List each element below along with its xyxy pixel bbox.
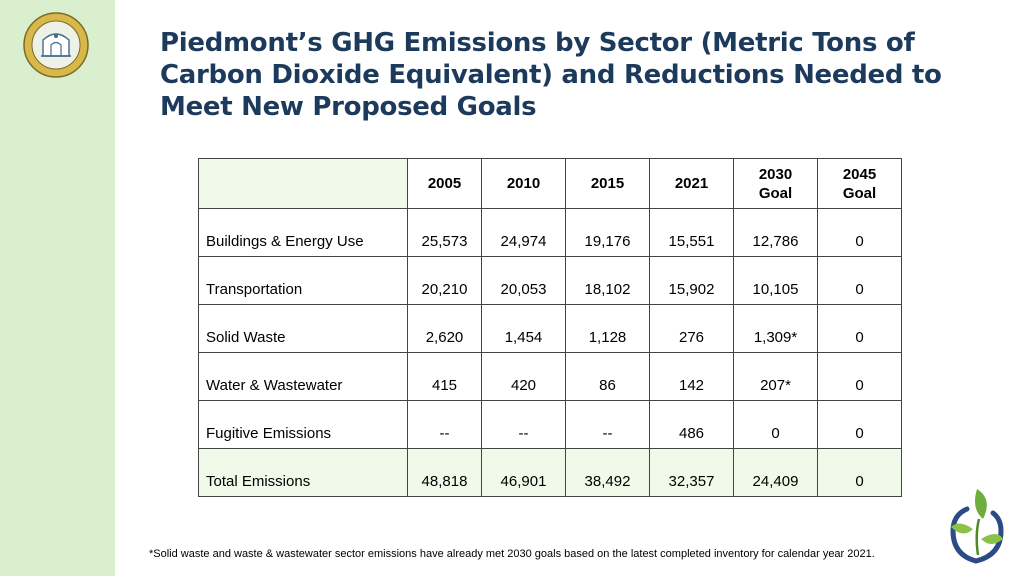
value-cell: --: [481, 400, 566, 449]
row-label-cell: Total Emissions: [198, 448, 408, 497]
header-cell: 2021: [649, 158, 734, 209]
table-row: Transportation 20,210 20,053 18,102 15,902 10…: [198, 256, 902, 305]
row-label-cell: Buildings & Energy Use: [198, 208, 408, 257]
value-cell: 15,551: [649, 208, 734, 257]
table-row: Fugitive Emissions -- -- -- 486 0 0: [198, 400, 902, 449]
header-cell: 2005: [407, 158, 482, 209]
emissions-table-container: 2005 2010 2015 2021 2030 Goal 2045 Goal Buildin…: [198, 158, 902, 497]
row-label-cell: Transportation: [198, 256, 408, 305]
value-cell: 24,409: [733, 448, 818, 497]
table-row: Water & Wastewater 415 420 86 142 207* 0: [198, 352, 902, 401]
value-cell: 20,053: [481, 256, 566, 305]
table-row: Solid Waste 2,620 1,454 1,128 276 1,309* 0: [198, 304, 902, 353]
value-cell: 0: [817, 352, 902, 401]
row-label-cell: Fugitive Emissions: [198, 400, 408, 449]
table-header-row: 2005 2010 2015 2021 2030 Goal 2045 Goal: [198, 158, 902, 209]
table-row: Total Emissions 48,818 46,901 38,492 32,357 2…: [198, 448, 902, 497]
table-row: Buildings & Energy Use 25,573 24,974 19,176…: [198, 208, 902, 257]
value-cell: 19,176: [565, 208, 650, 257]
value-cell: 32,357: [649, 448, 734, 497]
value-cell: 15,902: [649, 256, 734, 305]
table-body: Buildings & Energy Use 25,573 24,974 19,176…: [198, 208, 902, 497]
value-cell: 20,210: [407, 256, 482, 305]
value-cell: 10,105: [733, 256, 818, 305]
value-cell: --: [565, 400, 650, 449]
value-cell: 0: [817, 400, 902, 449]
value-cell: 142: [649, 352, 734, 401]
value-cell: 486: [649, 400, 734, 449]
value-cell: 0: [817, 448, 902, 497]
page-title: Piedmont’s GHG Emissions by Sector (Metr…: [160, 28, 942, 122]
value-cell: 38,492: [565, 448, 650, 497]
header-cell: 2045 Goal: [817, 158, 902, 209]
value-cell: 1,309*: [733, 304, 818, 353]
leaf-sprout-logo-icon: [950, 489, 1004, 564]
value-cell: 0: [817, 304, 902, 353]
city-seal-icon: [23, 12, 89, 78]
row-label-cell: Solid Waste: [198, 304, 408, 353]
value-cell: 24,974: [481, 208, 566, 257]
left-sidebar-band: [0, 0, 115, 576]
value-cell: 1,454: [481, 304, 566, 353]
value-cell: 18,102: [565, 256, 650, 305]
value-cell: 86: [565, 352, 650, 401]
value-cell: 276: [649, 304, 734, 353]
row-label-cell: Water & Wastewater: [198, 352, 408, 401]
value-cell: --: [407, 400, 482, 449]
value-cell: 207*: [733, 352, 818, 401]
header-cell: 2010: [481, 158, 566, 209]
value-cell: 0: [733, 400, 818, 449]
header-cell: 2030 Goal: [733, 158, 818, 209]
header-cell-corner: [198, 158, 408, 209]
header-cell: 2015: [565, 158, 650, 209]
value-cell: 25,573: [407, 208, 482, 257]
value-cell: 2,620: [407, 304, 482, 353]
value-cell: 420: [481, 352, 566, 401]
value-cell: 48,818: [407, 448, 482, 497]
value-cell: 46,901: [481, 448, 566, 497]
value-cell: 1,128: [565, 304, 650, 353]
value-cell: 415: [407, 352, 482, 401]
value-cell: 0: [817, 208, 902, 257]
footnote: *Solid waste and waste & wastewater sect…: [149, 548, 875, 560]
emissions-table: 2005 2010 2015 2021 2030 Goal 2045 Goal Buildin…: [198, 158, 902, 497]
value-cell: 12,786: [733, 208, 818, 257]
value-cell: 0: [817, 256, 902, 305]
